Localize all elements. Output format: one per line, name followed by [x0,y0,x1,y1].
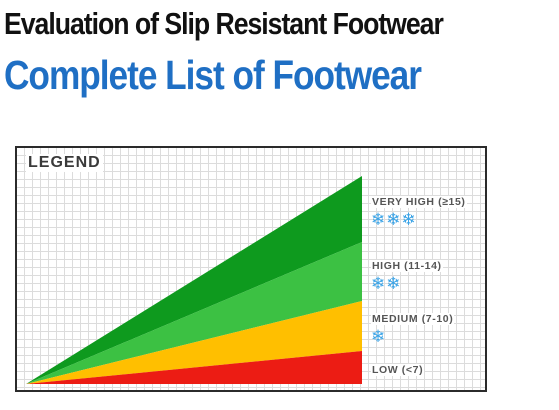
level-label: HIGH (11-14) [371,260,443,272]
level-low: LOW (<7) [371,364,425,376]
level-high: HIGH (11-14) ❄❄ [371,260,443,292]
wedge-very-high [26,176,362,384]
level-label: LOW (<7) [371,364,425,376]
wedge-medium [26,301,362,384]
legend-panel: LEGEND VERY HIGH (≥15) ❄❄❄ HIGH (11-14) … [15,146,487,392]
page-title: Evaluation of Slip Resistant Footwear [4,6,444,41]
snowflake-icon: ❄ [371,327,387,346]
wedge-high [26,242,362,384]
level-label: MEDIUM (7-10) [371,313,455,325]
snowflake-icon: ❄❄ [371,274,402,293]
wedge-low [26,351,362,384]
page-subtitle: Complete List of Footwear [4,52,422,98]
level-very-high: VERY HIGH (≥15) ❄❄❄ [371,196,467,228]
level-label: VERY HIGH (≥15) [371,196,467,208]
level-medium: MEDIUM (7-10) ❄ [371,313,455,346]
legend-wedge [26,176,362,384]
legend-heading: LEGEND [26,154,103,172]
snowflake-icon: ❄❄❄ [371,210,417,229]
